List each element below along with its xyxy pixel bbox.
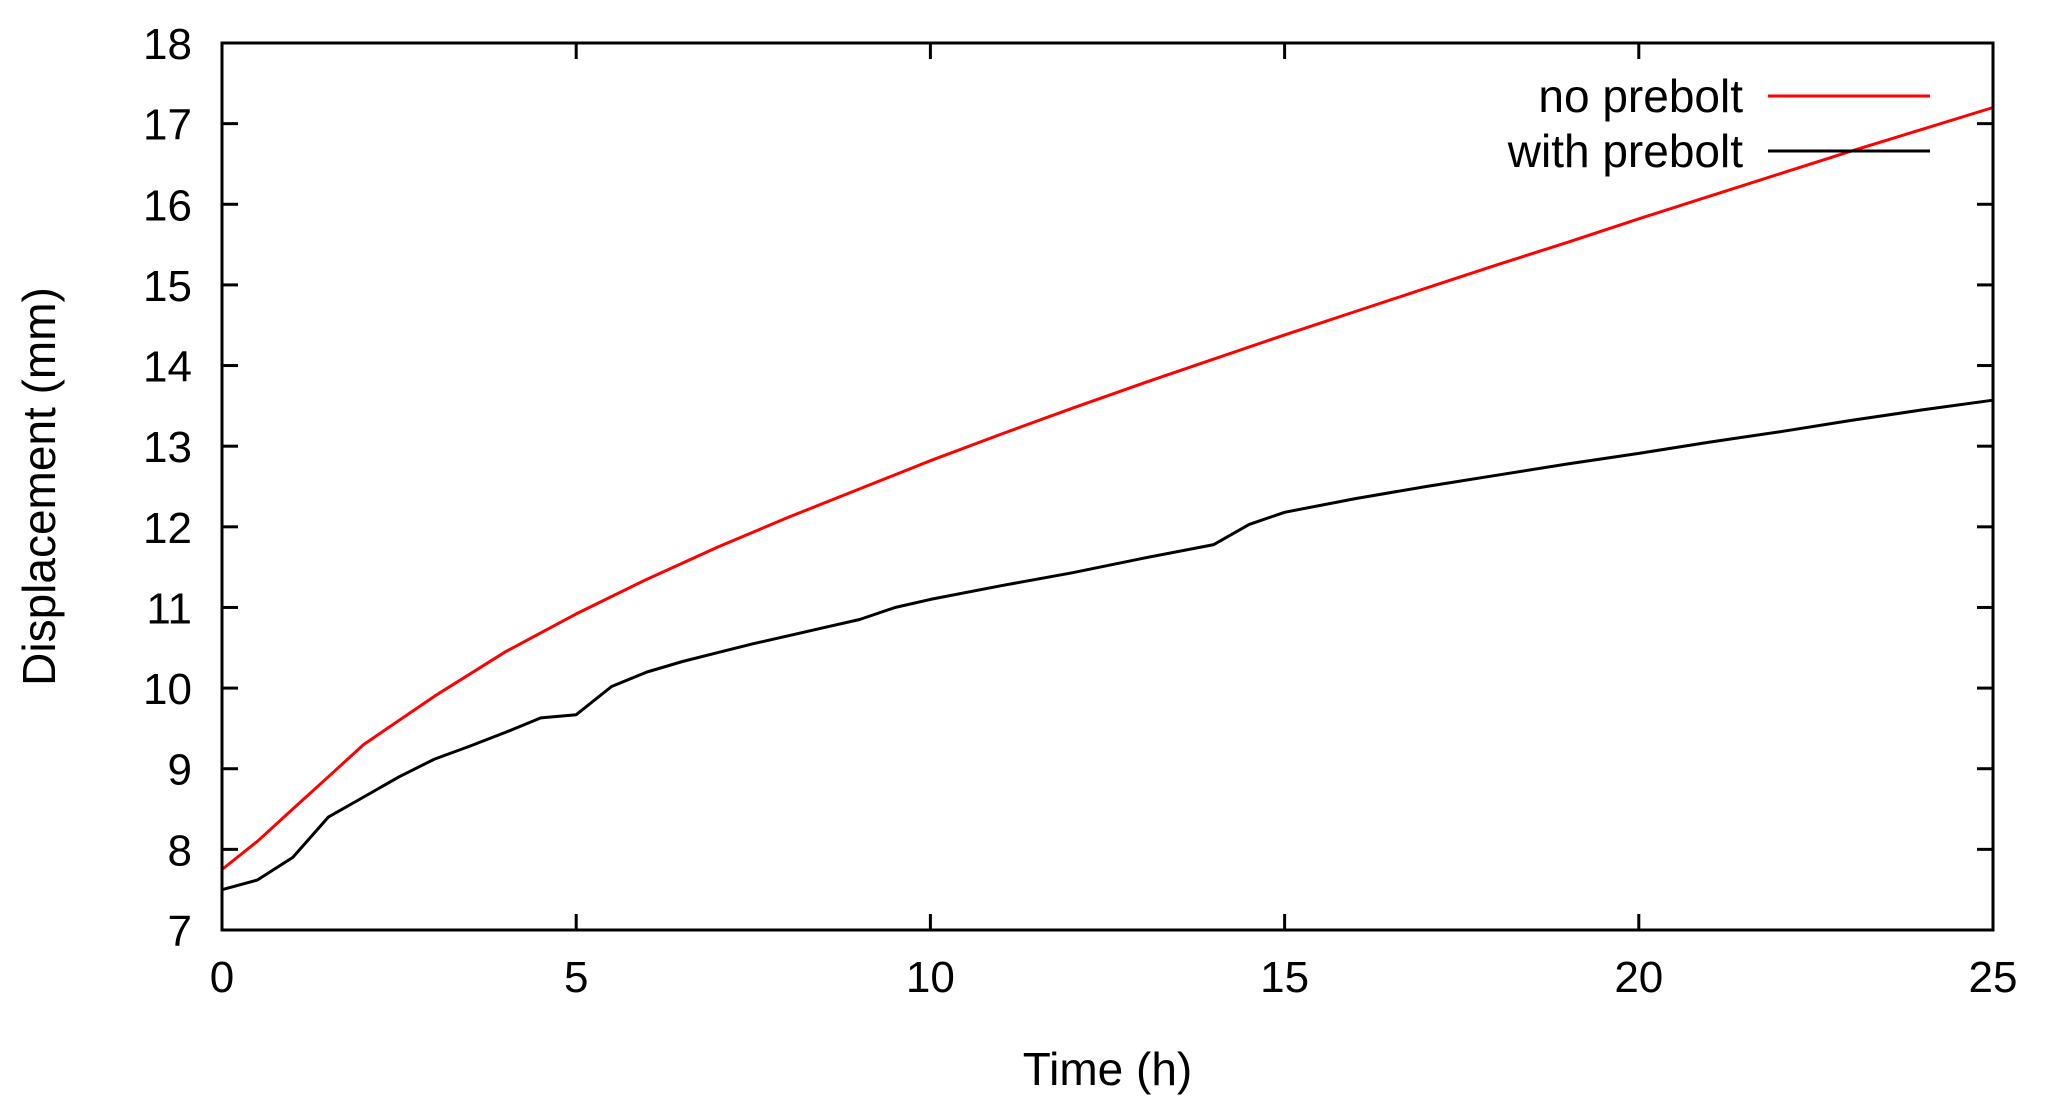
x-tick-label: 20	[1614, 953, 1663, 1002]
y-tick-label: 9	[168, 746, 192, 795]
y-tick-label: 12	[143, 504, 192, 553]
legend-label: with prebolt	[1507, 125, 1743, 177]
y-tick-label: 8	[168, 826, 192, 875]
x-tick-label: 25	[1969, 953, 2018, 1002]
series-line-no-prebolt	[221, 106, 1994, 871]
y-tick-label: 15	[143, 262, 192, 311]
y-tick-label: 14	[143, 343, 192, 392]
series-layer	[221, 106, 1994, 892]
y-tick-label: 7	[168, 907, 192, 956]
y-tick-label: 11	[146, 584, 192, 633]
x-tick-label: 15	[1260, 953, 1309, 1002]
y-tick-label: 13	[143, 423, 192, 472]
x-axis-label: Time (h)	[1023, 1043, 1193, 1095]
y-tick-label: 16	[143, 181, 192, 230]
y-tick-label: 17	[143, 101, 192, 150]
y-tick-label: 18	[143, 20, 192, 69]
x-tick-label: 10	[906, 953, 955, 1002]
series-line-with-prebolt	[221, 398, 1994, 892]
legend-label: no prebolt	[1538, 70, 1743, 122]
x-tick-label: 0	[210, 953, 234, 1002]
plot-frame	[220, 41, 1995, 932]
tick-labels: 0 5 10 15 20 25 7 8 9 10 11 12 13 14 15 16 17 18	[143, 20, 2017, 1002]
y-axis-label: Displacement (mm)	[13, 287, 65, 686]
y-tick-label: 10	[143, 665, 192, 714]
x-tick-label: 5	[564, 953, 588, 1002]
